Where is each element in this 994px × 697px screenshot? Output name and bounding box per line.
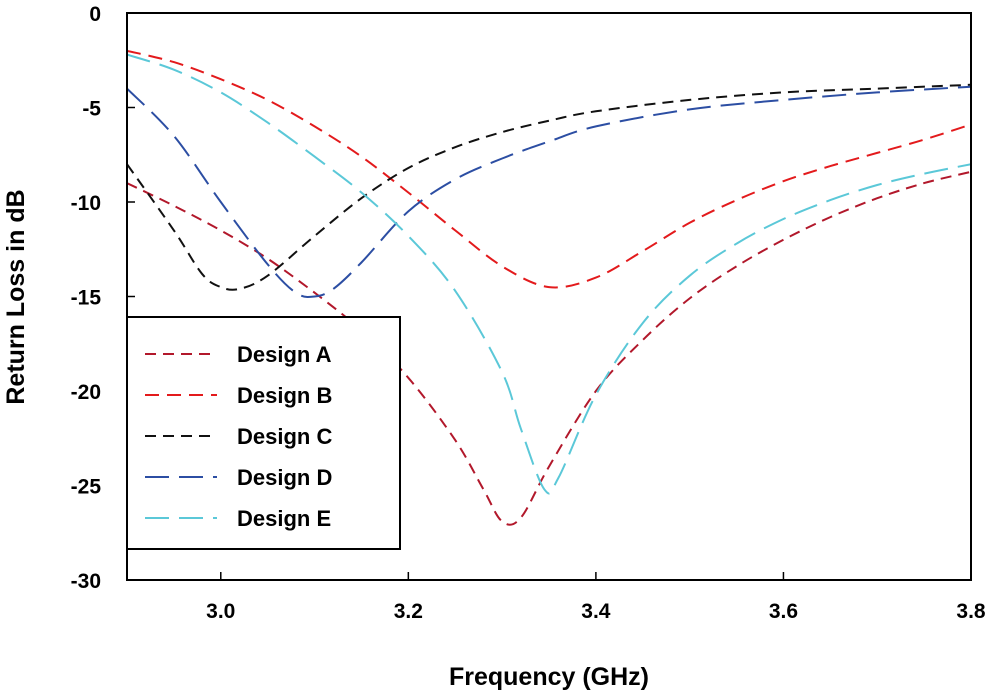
legend-label: Design C xyxy=(237,424,332,449)
x-axis-ticks: 3.0 3.2 3.4 3.6 3.8 xyxy=(206,572,986,623)
legend-label: Design A xyxy=(237,342,332,367)
y-tick-label: -15 xyxy=(71,287,102,310)
y-tick-label: -10 xyxy=(71,192,101,215)
series-line-design-b xyxy=(127,49,971,289)
legend-items: Design A Design B Design C Design D Design E xyxy=(145,342,332,531)
y-tick-label: -20 xyxy=(71,381,101,404)
y-tick-label: 0 xyxy=(89,3,101,26)
y-tick-label: -5 xyxy=(82,98,101,121)
series-line-design-a xyxy=(127,170,971,526)
x-tick-label: 3.0 xyxy=(206,600,235,623)
series-line-design-c xyxy=(127,83,971,291)
legend: Design A Design B Design C Design D Design E xyxy=(126,316,401,550)
x-tick-label: 3.6 xyxy=(769,600,798,623)
y-axis-title: Return Loss in dB xyxy=(2,189,30,404)
x-tick-label: 3.2 xyxy=(394,600,423,623)
y-tick-label: -30 xyxy=(71,570,101,593)
legend-label: Design B xyxy=(237,383,332,408)
series-line-design-d xyxy=(127,85,971,298)
legend-box xyxy=(126,316,401,550)
series-line-design-e xyxy=(127,53,971,495)
y-tick-label: -25 xyxy=(71,476,102,499)
x-axis-title: Frequency (GHz) xyxy=(449,663,649,691)
series-group xyxy=(127,49,971,526)
legend-label: Design E xyxy=(237,506,331,531)
x-tick-label: 3.8 xyxy=(956,600,986,623)
legend-label: Design D xyxy=(237,465,332,490)
x-tick-label: 3.4 xyxy=(581,600,611,623)
y-axis-ticks: 0 -5 -10 -15 -20 -25 -30 xyxy=(71,3,135,593)
